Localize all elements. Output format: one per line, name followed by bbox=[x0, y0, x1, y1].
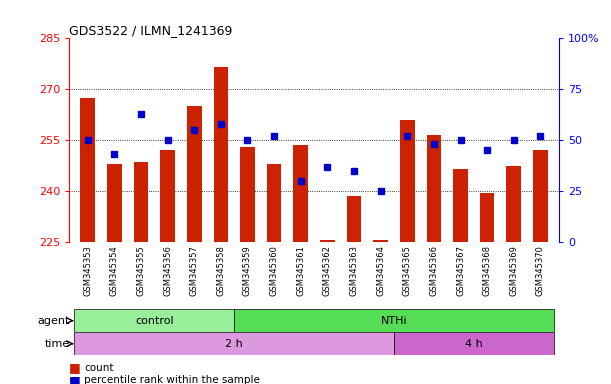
Bar bbox=[426, 135, 441, 242]
Text: percentile rank within the sample: percentile rank within the sample bbox=[84, 375, 260, 384]
Bar bbox=[453, 169, 468, 242]
Text: GSM345362: GSM345362 bbox=[323, 245, 332, 296]
Bar bbox=[213, 67, 228, 242]
Bar bbox=[240, 147, 255, 242]
Bar bbox=[320, 240, 335, 242]
Bar bbox=[533, 150, 547, 242]
Text: GSM345360: GSM345360 bbox=[269, 245, 279, 296]
Bar bbox=[134, 162, 148, 242]
Bar bbox=[81, 98, 95, 242]
Text: GSM345369: GSM345369 bbox=[510, 245, 518, 296]
Text: ■: ■ bbox=[69, 374, 81, 384]
Text: GSM345359: GSM345359 bbox=[243, 245, 252, 296]
Text: control: control bbox=[135, 316, 174, 326]
Bar bbox=[75, 332, 394, 355]
Bar bbox=[75, 309, 234, 332]
Bar bbox=[400, 120, 415, 242]
Bar bbox=[267, 164, 282, 242]
Bar bbox=[346, 196, 361, 242]
Text: 4 h: 4 h bbox=[465, 339, 483, 349]
Bar bbox=[507, 166, 521, 242]
Text: GSM345363: GSM345363 bbox=[349, 245, 359, 296]
Text: count: count bbox=[84, 363, 114, 373]
Text: 2 h: 2 h bbox=[225, 339, 243, 349]
Text: ■: ■ bbox=[69, 361, 81, 374]
Text: GSM345358: GSM345358 bbox=[216, 245, 225, 296]
Text: GSM345367: GSM345367 bbox=[456, 245, 465, 296]
Bar bbox=[187, 106, 202, 242]
Bar bbox=[160, 150, 175, 242]
Text: NTHi: NTHi bbox=[381, 316, 408, 326]
Text: GSM345355: GSM345355 bbox=[136, 245, 145, 296]
Bar bbox=[293, 145, 308, 242]
Bar bbox=[234, 309, 554, 332]
Text: GSM345357: GSM345357 bbox=[189, 245, 199, 296]
Text: GSM345365: GSM345365 bbox=[403, 245, 412, 296]
Text: GSM345361: GSM345361 bbox=[296, 245, 306, 296]
Text: time: time bbox=[45, 339, 70, 349]
Bar bbox=[373, 240, 388, 242]
Text: GSM345370: GSM345370 bbox=[536, 245, 545, 296]
Text: agent: agent bbox=[37, 316, 70, 326]
Bar bbox=[480, 193, 494, 242]
Text: GSM345364: GSM345364 bbox=[376, 245, 385, 296]
Text: GSM345356: GSM345356 bbox=[163, 245, 172, 296]
Text: GSM345368: GSM345368 bbox=[483, 245, 492, 296]
Text: GSM345353: GSM345353 bbox=[83, 245, 92, 296]
Bar bbox=[394, 332, 554, 355]
Text: GDS3522 / ILMN_1241369: GDS3522 / ILMN_1241369 bbox=[69, 24, 232, 37]
Text: GSM345366: GSM345366 bbox=[430, 245, 439, 296]
Text: GSM345354: GSM345354 bbox=[110, 245, 119, 296]
Bar bbox=[107, 164, 122, 242]
